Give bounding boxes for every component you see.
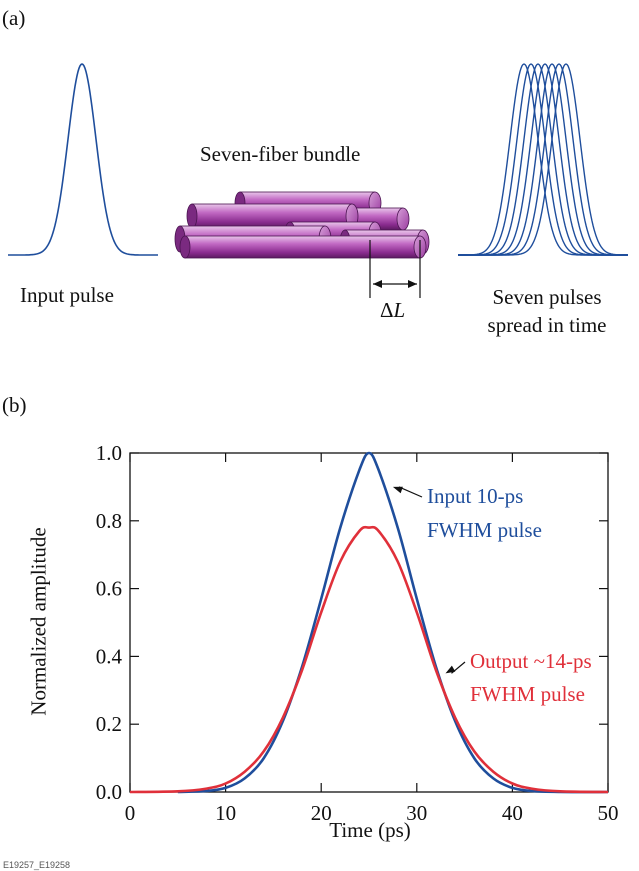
input-pulse-curve <box>177 451 609 794</box>
x-tick-label: 0 <box>125 801 136 825</box>
x-tick-label: 50 <box>598 801 619 825</box>
delta-variable: L <box>393 298 406 322</box>
output-caption-line1: Seven pulses <box>492 285 602 309</box>
y-tick-label: 0.4 <box>96 644 123 668</box>
annotation-label-line2: FWHM pulse <box>427 518 542 542</box>
output-pulse-copy <box>458 63 628 256</box>
bundle-caption: Seven-fiber bundle <box>200 142 361 166</box>
y-tick-label: 0.8 <box>96 509 122 533</box>
annotation-arrowhead <box>392 486 403 494</box>
fiber-cylinder <box>179 235 427 259</box>
input-pulse <box>8 63 158 256</box>
panel-b-label: (b) <box>2 393 27 417</box>
x-tick-label: 10 <box>215 801 236 825</box>
delta-l-label: ΔL <box>380 298 405 323</box>
x-tick-label: 40 <box>502 801 523 825</box>
panel-a-label: (a) <box>2 6 26 30</box>
input-pulse-caption: Input pulse <box>20 283 114 307</box>
figure-id: E19257_E19258 <box>3 860 71 870</box>
annotation-arrow <box>398 486 423 498</box>
delta-symbol: Δ <box>380 298 394 322</box>
output-pulse-curve <box>129 525 609 794</box>
output-caption-line2: spread in time <box>487 313 607 337</box>
plot-frame <box>129 452 609 793</box>
output-pulse-copy <box>458 63 628 256</box>
y-axis-label: Normalized amplitude <box>26 527 51 716</box>
y-tick-label: 0.0 <box>96 780 122 804</box>
annotation-arrow <box>451 661 466 674</box>
annotation-label-line2: FWHM pulse <box>470 682 585 706</box>
annotation-label-line1: Output ~14-ps <box>470 649 592 673</box>
y-tick-label: 1.0 <box>96 441 122 465</box>
seven-fiber-bundle <box>174 191 430 298</box>
output-pulses-caption: Seven pulses spread in time <box>462 283 632 339</box>
x-axis-label: Time (ps) <box>329 818 411 842</box>
seven-output-pulses <box>458 63 628 256</box>
y-tick-label: 0.2 <box>96 712 122 736</box>
annotation-arrowhead <box>445 665 456 674</box>
annotation-label-line1: Input 10-ps <box>427 484 523 508</box>
y-tick-label: 0.6 <box>96 577 122 601</box>
